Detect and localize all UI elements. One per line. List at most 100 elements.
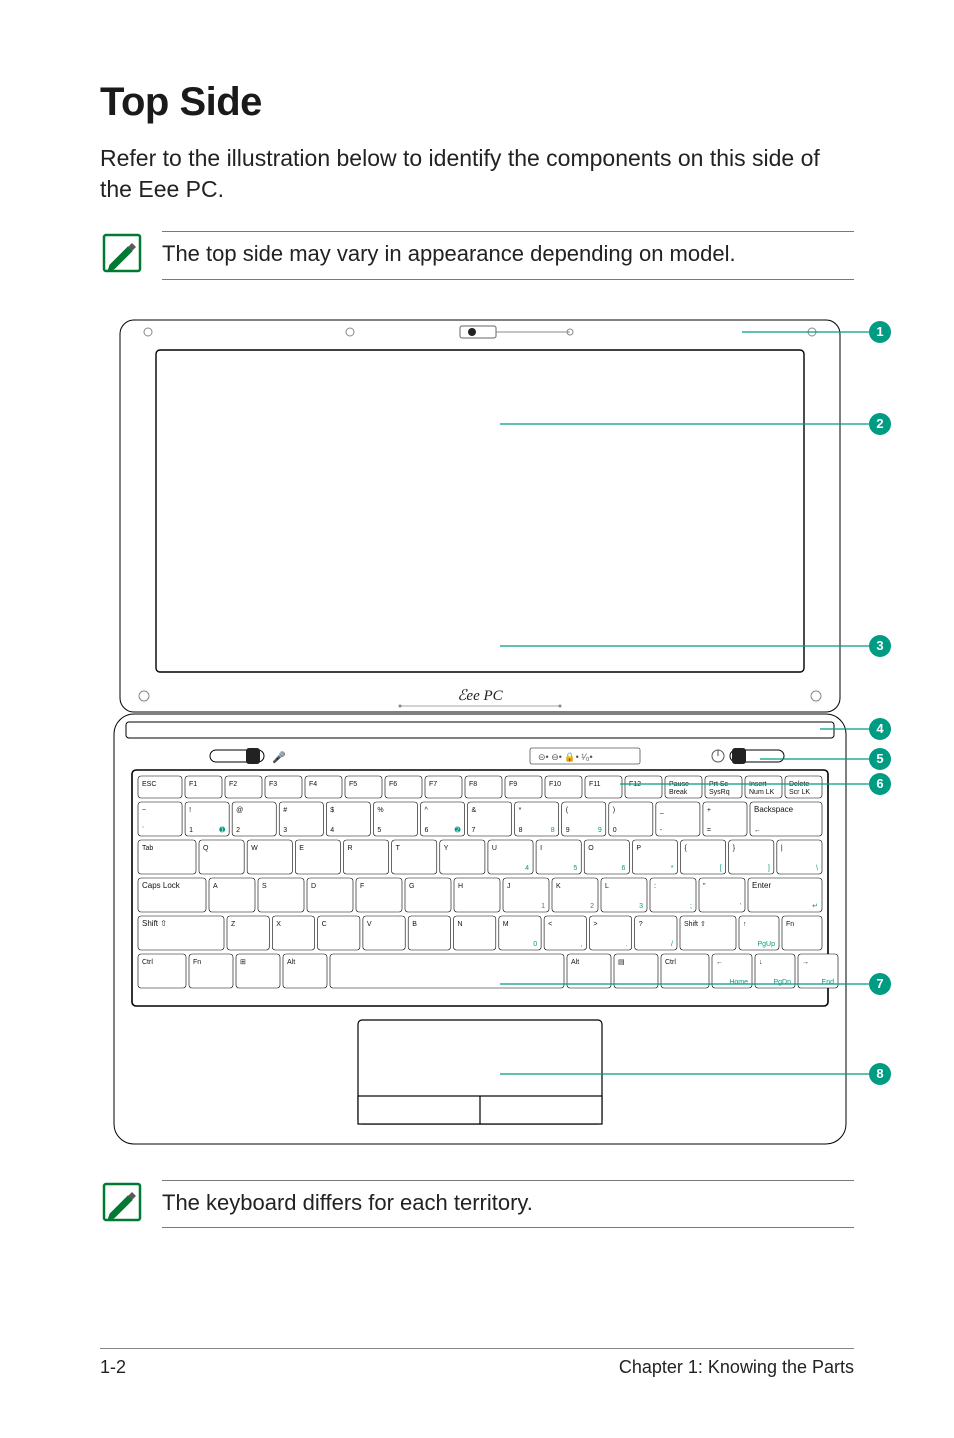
svg-text:4: 4 bbox=[330, 827, 334, 834]
svg-text:5: 5 bbox=[573, 865, 577, 872]
svg-text:[: [ bbox=[720, 865, 722, 872]
svg-text:>: > bbox=[593, 921, 597, 928]
svg-text:Ctrl: Ctrl bbox=[665, 959, 676, 966]
svg-text:Shift ⇧: Shift ⇧ bbox=[684, 920, 706, 928]
svg-text:Z: Z bbox=[231, 921, 236, 928]
svg-text:1: 1 bbox=[876, 324, 883, 339]
svg-text:F7: F7 bbox=[429, 781, 437, 788]
svg-text:I: I bbox=[540, 845, 542, 852]
svg-text:U: U bbox=[492, 845, 497, 852]
svg-text:7: 7 bbox=[472, 827, 476, 834]
svg-text:→: → bbox=[802, 959, 809, 966]
svg-text:J: J bbox=[507, 883, 511, 890]
svg-text::: : bbox=[654, 883, 656, 890]
svg-text:_: _ bbox=[659, 807, 664, 814]
svg-text:Break: Break bbox=[669, 789, 688, 796]
svg-text:Tab: Tab bbox=[142, 845, 153, 852]
svg-text:6: 6 bbox=[876, 776, 883, 791]
svg-text:T: T bbox=[396, 845, 401, 852]
svg-text:⊞: ⊞ bbox=[240, 959, 246, 966]
svg-text:): ) bbox=[613, 807, 615, 814]
svg-text:E: E bbox=[299, 845, 304, 852]
svg-text:PgDn: PgDn bbox=[773, 979, 791, 986]
svg-text:@: @ bbox=[236, 807, 243, 814]
page-heading: Top Side bbox=[100, 80, 854, 125]
svg-text:➋: ➋ bbox=[455, 826, 461, 834]
svg-text:F: F bbox=[360, 883, 364, 890]
svg-text:7: 7 bbox=[876, 976, 883, 991]
svg-text:←: ← bbox=[754, 827, 761, 834]
svg-text:↓: ↓ bbox=[759, 959, 763, 966]
svg-text:Shift ⇧: Shift ⇧ bbox=[142, 919, 167, 928]
svg-text:8: 8 bbox=[519, 827, 523, 834]
svg-text:2: 2 bbox=[876, 416, 883, 431]
svg-text:9: 9 bbox=[566, 827, 570, 834]
svg-text:F6: F6 bbox=[389, 781, 397, 788]
svg-text:↑: ↑ bbox=[743, 921, 747, 928]
svg-text:3: 3 bbox=[639, 903, 643, 910]
svg-text:9: 9 bbox=[598, 827, 602, 834]
svg-text:Alt: Alt bbox=[287, 959, 295, 966]
svg-text:1: 1 bbox=[189, 827, 193, 834]
svg-text:4: 4 bbox=[876, 721, 884, 736]
page-footer: 1-2 Chapter 1: Knowing the Parts bbox=[100, 1348, 854, 1378]
svg-text:8: 8 bbox=[551, 827, 555, 834]
svg-text:🎤: 🎤 bbox=[272, 750, 286, 764]
svg-text:=: = bbox=[707, 827, 711, 834]
svg-text:Y: Y bbox=[444, 845, 449, 852]
svg-text:3: 3 bbox=[283, 827, 287, 834]
svg-text:6: 6 bbox=[424, 827, 428, 834]
intro-text: Refer to the illustration below to ident… bbox=[100, 143, 854, 205]
svg-text:Caps Lock: Caps Lock bbox=[142, 881, 181, 890]
svg-text:↵: ↵ bbox=[812, 903, 818, 910]
svg-text:F8: F8 bbox=[469, 781, 477, 788]
svg-text:$: $ bbox=[330, 807, 334, 814]
svg-text:?: ? bbox=[639, 921, 643, 928]
laptop-illustration: ℰee PC 🎤 ⊝• ⊖• 🔒• ¹⁄₀• ESCF1F2F3F4F5F6F7… bbox=[100, 304, 892, 1164]
svg-text:0: 0 bbox=[613, 827, 617, 834]
svg-text:&: & bbox=[472, 807, 477, 814]
page-number: 1-2 bbox=[100, 1357, 126, 1378]
svg-text:#: # bbox=[283, 807, 287, 814]
svg-text:M: M bbox=[503, 921, 509, 928]
svg-text:▤: ▤ bbox=[618, 959, 625, 966]
svg-text:|: | bbox=[781, 845, 783, 852]
svg-text:←: ← bbox=[716, 959, 723, 966]
svg-text:L: L bbox=[605, 883, 609, 890]
svg-text:*: * bbox=[671, 865, 674, 872]
svg-text:K: K bbox=[556, 883, 561, 890]
svg-text:`: ` bbox=[142, 827, 144, 834]
chapter-label: Chapter 1: Knowing the Parts bbox=[619, 1357, 854, 1378]
note-bottom-text: The keyboard differs for each territory. bbox=[162, 1189, 854, 1218]
svg-text:Q: Q bbox=[203, 845, 209, 852]
svg-text:F2: F2 bbox=[229, 781, 237, 788]
svg-text:.: . bbox=[626, 941, 628, 948]
svg-text:R: R bbox=[347, 845, 352, 852]
svg-text:2: 2 bbox=[590, 903, 594, 910]
svg-text:Num LK: Num LK bbox=[749, 789, 775, 796]
svg-text:⊝• ⊖• 🔒• ¹⁄₀•: ⊝• ⊖• 🔒• ¹⁄₀• bbox=[538, 752, 593, 762]
svg-text:SysRq: SysRq bbox=[709, 789, 730, 796]
svg-text:ℰee PC: ℰee PC bbox=[457, 688, 503, 704]
svg-text:C: C bbox=[322, 921, 327, 928]
svg-text:F1: F1 bbox=[189, 781, 197, 788]
svg-text:!: ! bbox=[189, 807, 191, 814]
svg-text:Fn: Fn bbox=[786, 921, 794, 928]
svg-text:F4: F4 bbox=[309, 781, 317, 788]
svg-text:5: 5 bbox=[876, 751, 883, 766]
svg-text:A: A bbox=[213, 883, 218, 890]
svg-text:➊: ➊ bbox=[219, 826, 225, 834]
svg-text:4: 4 bbox=[525, 865, 529, 872]
svg-text:S: S bbox=[262, 883, 267, 890]
svg-text:W: W bbox=[251, 845, 258, 852]
svg-text:': ' bbox=[740, 903, 741, 910]
svg-text:F9: F9 bbox=[509, 781, 517, 788]
note-top: The top side may vary in appearance depe… bbox=[100, 231, 854, 280]
svg-text:Enter: Enter bbox=[752, 881, 771, 890]
svg-text:B: B bbox=[412, 921, 417, 928]
svg-text:D: D bbox=[311, 883, 316, 890]
note-icon bbox=[100, 1180, 144, 1224]
svg-text:O: O bbox=[588, 845, 594, 852]
svg-text:3: 3 bbox=[876, 638, 883, 653]
svg-text:0: 0 bbox=[533, 941, 537, 948]
